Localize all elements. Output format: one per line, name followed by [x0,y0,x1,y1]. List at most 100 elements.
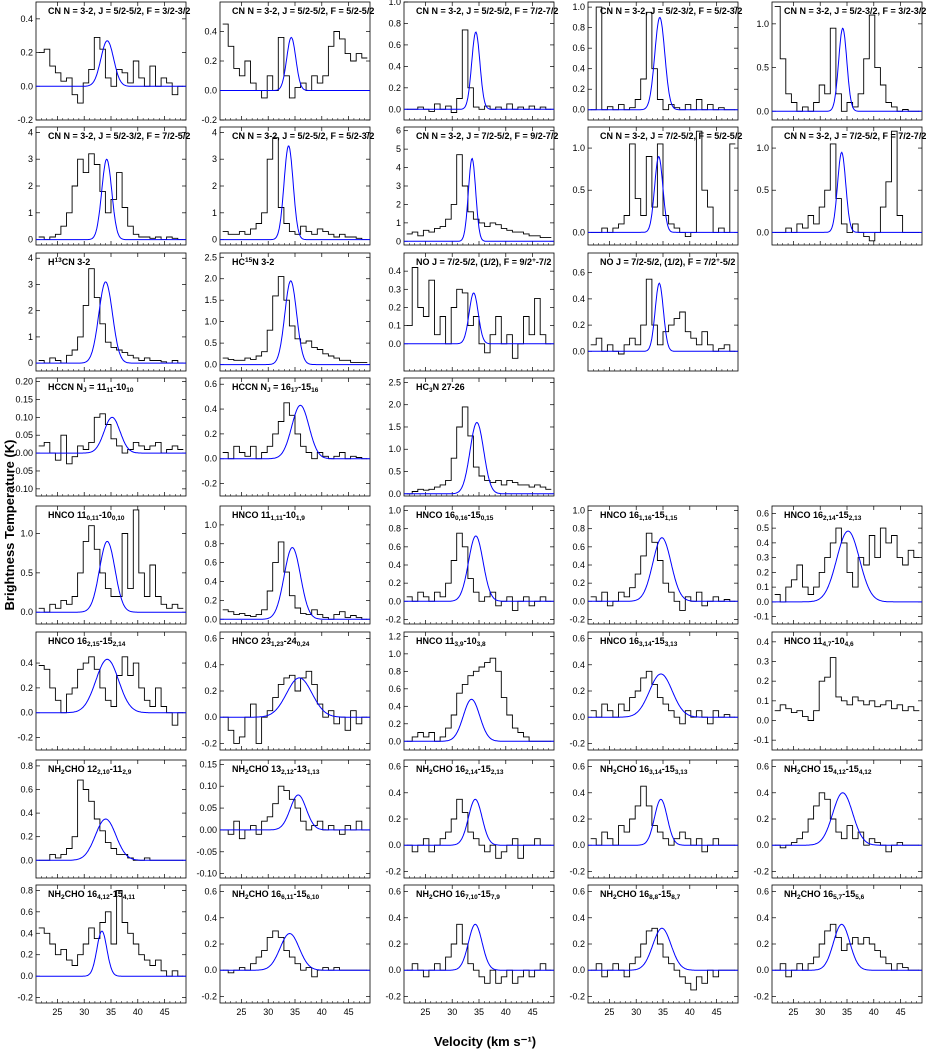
x-tick-label: 25 [236,1007,246,1017]
panel-frame [35,252,187,372]
y-tick-label: 0.6 [572,268,585,278]
y-tick-label: 0.6 [388,762,401,772]
y-tick-label: 3 [396,181,401,191]
gaussian-fit [772,530,922,603]
y-tick-label: 1.0 [388,0,401,7]
observed-spectrum [38,656,184,726]
y-tick-label: 0.5 [20,568,33,578]
y-tick-label: -0.2 [17,993,33,1003]
y-tick-label: 0.1 [756,696,769,706]
spectrum-panel: -0.10 -0.05 0.00 0.05 0.10 0.15 NH2CHO 132,12-… [196,759,371,879]
y-tick-label: 1.0 [388,506,401,516]
gaussian-fit [404,421,554,495]
panel-title: NH2CHO 132,12-131,13 [232,764,320,776]
y-tick-label: 0.05 [199,803,217,813]
y-tick-label: 0.5 [572,185,585,195]
y-tick-label: 0.0 [756,840,769,850]
y-tick-label: 0.2 [572,939,585,949]
panel-title: NH2CHO 168,8-158,7 [600,889,681,901]
y-tick-label: 0.0 [572,227,585,237]
gaussian-fit [36,930,186,977]
panel-frame [403,884,555,1004]
y-tick-label: 0.2 [756,567,769,577]
y-tick-label: 0.8 [20,761,33,771]
spectrum-panel: 0.0 0.5 1.0 1.5 2.0 2.5 HC3N 27-26 [388,377,555,499]
observed-spectrum [590,6,736,111]
y-tick-label: 0.2 [20,832,33,842]
y-tick-label: 0.6 [572,634,585,644]
observed-spectrum [406,532,552,611]
spectrum-panel: -0.1 0.0 0.1 0.2 0.3 0.4 HNCO 114,7-104,6 [753,631,923,751]
y-tick-label: 0.0 [204,965,217,975]
y-tick-label: 0.4 [572,660,585,670]
panel-title: HNCO 113,9-103,8 [416,636,486,648]
gaussian-fit [404,535,554,602]
gaussian-fit [36,818,186,861]
panel-frame [771,631,923,751]
y-tick-label: 0.0 [756,716,769,726]
panel-frame [403,505,555,625]
gaussian-fit [404,698,554,742]
y-tick-label: 0.0 [20,708,33,718]
y-tick-label: 0.2 [572,320,585,330]
x-tick-label: 40 [501,1007,511,1017]
y-tick-label: 0.10 [15,412,33,422]
y-tick-label: 0.4 [388,61,401,71]
panel-frame [35,631,187,751]
y-tick-label: -0.1 [753,612,769,622]
y-tick-label: 1 [28,332,33,342]
y-tick-label: 0.6 [572,762,585,772]
gaussian-fit [220,932,370,971]
y-tick-label: 1 [28,208,33,218]
y-tick-label: 0.5 [756,63,769,73]
y-tick-label: -0.2 [201,479,217,489]
y-tick-label: 0.4 [756,788,769,798]
panel-title: HNCO 162,14-152,13 [784,510,862,522]
panel-title: HCCN NJ = 1617-1516 [232,382,319,394]
gaussian-fit [404,798,554,846]
gaussian-fit [404,157,554,242]
x-tick-label: 25 [788,1007,798,1017]
observed-spectrum [222,402,368,460]
spectrum-panel: 25 30 35 40 45 -0.2 0.0 0.2 0.4 0.6 NH2CHO 167,10-… [385,884,555,1017]
panel-title: HNCO 162,15-152,14 [48,636,126,648]
spectrum-panel: 25 30 35 40 45 -0.2 0.0 0.2 0.4 0.6 0.8 NH2CHO 164,… [17,884,187,1017]
y-tick-label: 5 [396,144,401,154]
panel-title: HNCO 163,14-153,13 [600,636,678,648]
y-tick-label: 0.0 [20,855,33,865]
y-tick-label: 0 [28,235,33,245]
observed-spectrum [774,130,920,242]
panel-title: CN N = 3-2, J = 7/2-5/2, F = 7/2-7/2 [784,131,926,141]
y-tick-label: 0.2 [388,83,401,93]
panel-frame [219,126,371,246]
panel-title: CN N = 3-2, J = 7/2-5/2, F = 9/2-7/2 [416,131,558,141]
y-tick-label: -0.2 [385,614,401,624]
y-tick-label: 0.2 [204,686,217,696]
spectrum-panel: 0.0 0.2 0.4 0.6 0.8 1.0 1.2 HNCO 113,9-103,8 [388,631,555,751]
panel-title: NH2CHO 166,11-156,10 [232,889,319,901]
y-tick-label: 0.10 [199,781,217,791]
y-tick-label: 0.0 [572,965,585,975]
y-tick-label: 0.6 [204,379,217,389]
y-tick-label: 3 [28,279,33,289]
y-tick-label: 1.0 [204,317,217,327]
gaussian-fit [36,416,186,454]
y-tick-label: 0.2 [572,686,585,696]
panel-title: NO J = 7/2-5/2, (1/2), F = 9/2+-7/2 [416,257,551,267]
spectrum-panel: 0.0 0.2 0.4 0.6 0.8 1.0 HNCO 111,11-101,9 [204,505,371,625]
gaussian-fit [588,927,738,971]
gaussian-fit [220,36,370,91]
spectrum-panel: -0.2 0.0 0.2 0.4 CN N = 3-2, J = 5/2-5/2, F … [201,1,374,125]
y-tick-label: -0.1 [753,735,769,745]
y-tick-label: 0.0 [572,596,585,606]
gaussian-fit [36,158,186,241]
y-tick-label: 0.2 [756,676,769,686]
panel-title: HC15N 3-2 [232,257,274,267]
panel-title: NH2CHO 122,10-112,9 [48,764,132,776]
panel-title: HNCO 111,11-101,9 [232,510,305,522]
spectrum-panel: -0.2 0.0 0.2 0.4 0.6 0.8 1.0 HNCO 161,16-151,15 [569,506,739,624]
y-tick-label: 1.0 [572,2,585,12]
spectrum-panel: 0 1 2 3 4 5 6 CN N = 3-2, J = 7/2-5/2, F = 9/2-… [396,126,558,247]
y-tick-label: 4 [212,127,217,137]
panel-title: NH2CHO 165,7-155,6 [784,889,865,901]
